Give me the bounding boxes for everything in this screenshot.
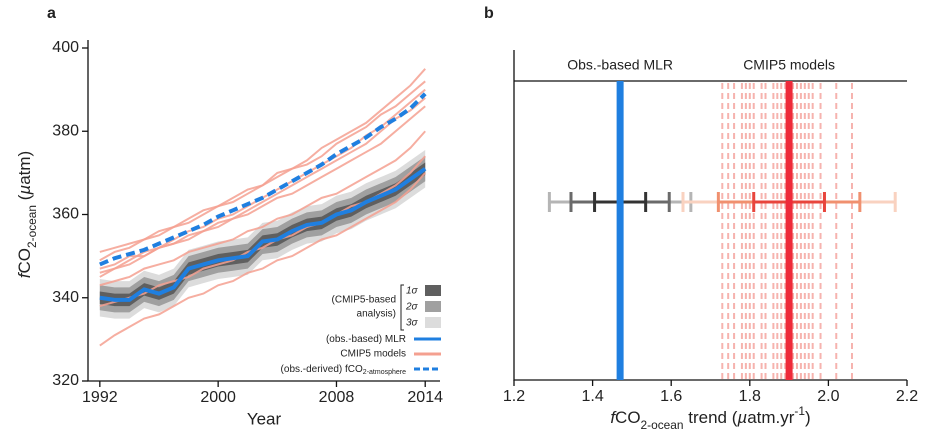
text-part: trend ( <box>684 408 738 427</box>
x-tick-label: 1992 <box>82 389 118 406</box>
x-tick-label: 1.2 <box>503 388 525 405</box>
text-part: atm) <box>15 151 34 185</box>
text-part: -1 <box>794 404 805 418</box>
x-tick-label: 1.4 <box>581 388 603 405</box>
legend-label: CMIP5 models <box>340 349 406 360</box>
model-line <box>99 172 426 347</box>
x-axis-label: Year <box>247 409 282 428</box>
x-tick-label: 2000 <box>200 389 236 406</box>
y-tick-label: 320 <box>52 372 79 389</box>
legend-title: analysis) <box>357 309 396 320</box>
x-tick-label: 2.0 <box>817 388 839 405</box>
series-line <box>99 167 427 302</box>
legend-title: (CMIP5-based <box>332 295 396 306</box>
uncertainty-band <box>99 162 426 307</box>
y-axis-label: fCO2-ocean (µatm) <box>15 151 39 278</box>
legend-swatch <box>425 301 441 312</box>
legend-swatch <box>425 285 441 296</box>
x-tick-label: 2014 <box>407 389 443 406</box>
panel-label: a <box>47 5 56 22</box>
series-line <box>99 92 427 267</box>
y-tick-label: 400 <box>52 39 79 56</box>
x-axis-label: fCO2-ocean trend (µatm.yr-1) <box>610 404 810 429</box>
legend-label: 1σ <box>406 286 419 297</box>
x-tick-label: 1.6 <box>660 388 682 405</box>
panel-label: b <box>484 5 494 22</box>
model-line <box>99 97 426 278</box>
text-part: 2-atmosphere <box>363 369 406 376</box>
text-part: µ <box>736 408 747 427</box>
y-tick-label: 360 <box>52 206 79 223</box>
legend-label: (obs.-based) MLR <box>326 334 406 345</box>
text-part: (obs.-derived) fCO <box>281 364 363 375</box>
legend-label: 3σ <box>406 318 419 329</box>
text-part: CO <box>15 248 34 274</box>
y-tick-label: 380 <box>52 122 79 139</box>
text-part: (obs.-based) MLR <box>326 334 406 345</box>
y-tick-label: 340 <box>52 289 79 306</box>
legend-label: 2σ <box>405 302 419 313</box>
axis <box>513 50 907 381</box>
text-part: 2-ocean <box>641 418 684 429</box>
text-part: 2-ocean <box>25 205 39 248</box>
x-tick-label: 2008 <box>319 389 355 406</box>
text-part: atm.yr <box>747 408 795 427</box>
legend-label: (obs.-derived) fCO2-atmosphere <box>281 364 407 377</box>
text-part: f <box>15 271 34 278</box>
x-tick-label: 1.8 <box>739 388 761 405</box>
text-part: CO <box>615 408 641 427</box>
x-tick-label: 2.2 <box>896 388 918 405</box>
model-line <box>99 130 426 287</box>
legend-swatch <box>425 317 441 328</box>
text-part: ) <box>805 408 811 427</box>
model-line <box>99 80 426 262</box>
text-part: ( <box>15 194 34 205</box>
text-part: µ <box>15 185 34 196</box>
group-label: Obs.-based MLR <box>567 57 673 73</box>
bracket <box>400 284 404 331</box>
text-part: f <box>610 408 617 427</box>
group-label: CMIP5 models <box>743 57 835 73</box>
